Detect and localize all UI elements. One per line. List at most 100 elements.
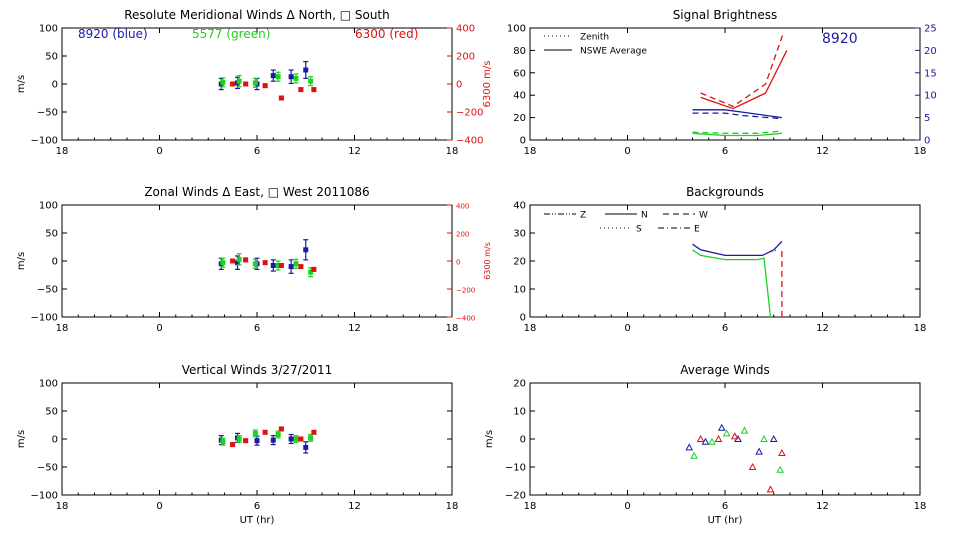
x-tick-label: 12	[348, 501, 361, 512]
y-tick-label: 10	[513, 407, 526, 418]
y-tick-label: −100	[31, 136, 58, 147]
square-marker	[220, 260, 226, 266]
y-axis-label: m/s	[16, 252, 27, 270]
plot-frame	[529, 27, 921, 141]
y-tick-label: 20	[513, 257, 526, 268]
right-tick-label: 0	[456, 259, 460, 267]
square-marker	[230, 258, 236, 264]
right-tick-label: −200	[456, 108, 483, 119]
square-marker	[298, 87, 304, 93]
y-tick-label: 20	[513, 113, 526, 124]
square-marker	[311, 429, 317, 435]
square-marker	[254, 438, 260, 444]
y-tick-label: 0	[52, 435, 58, 446]
triangle-marker	[766, 485, 775, 493]
triangle-marker	[760, 434, 768, 442]
y-tick-label: 20	[513, 379, 526, 390]
x-tick-label: 6	[254, 146, 260, 157]
x-tick-label: 18	[524, 146, 537, 157]
series-line-blue	[692, 240, 783, 257]
square-marker	[252, 430, 258, 436]
legend-label: N	[641, 211, 648, 221]
square-marker	[275, 74, 281, 80]
y-tick-label: −50	[37, 285, 58, 296]
triangle-marker	[730, 432, 739, 440]
y-tick-label: 0	[520, 136, 526, 147]
y-tick-label: 0	[520, 435, 526, 446]
right-tick-label: −200	[456, 287, 475, 295]
right-tick-label: 20	[924, 46, 937, 57]
chart-title: Signal Brightness	[673, 8, 778, 22]
square-marker	[252, 261, 258, 267]
square-marker	[275, 432, 281, 438]
panel-vertical: Vertical Winds 3/27/2011 18 0 6 12 18 UT (hr) 1…	[16, 363, 458, 526]
square-marker	[293, 75, 299, 81]
x-tick-label: 18	[56, 146, 69, 157]
x-tick-label: 18	[524, 323, 537, 334]
x-tick-label: 18	[446, 146, 459, 157]
y-axis-label: m/s	[16, 430, 27, 448]
x-tick-label: 18	[914, 323, 927, 334]
right-tick-label: 400	[456, 24, 475, 35]
square-marker	[308, 269, 314, 275]
triangle-marker	[740, 426, 749, 434]
square-marker	[230, 81, 236, 87]
series-line-green	[692, 132, 782, 137]
right-tick-label: 200	[456, 52, 475, 63]
legend-label: W	[699, 211, 708, 221]
triangle-marker	[717, 423, 726, 431]
right-tick-label: −400	[456, 315, 475, 323]
y-tick-label: 100	[39, 24, 58, 35]
square-marker	[236, 78, 242, 84]
y-tick-label: −100	[31, 313, 58, 324]
triangle-marker	[714, 434, 723, 442]
y-tick-label: 0	[520, 313, 526, 324]
y-tick-label: 30	[513, 229, 526, 240]
square-marker	[298, 436, 304, 442]
annotation-red: 6300 (red)	[355, 27, 418, 41]
square-marker	[311, 266, 317, 272]
legend-label: Zenith	[580, 33, 609, 43]
y-tick-label: 0	[52, 257, 58, 268]
annotation-8920: 8920	[822, 31, 858, 47]
panel-meridional: Resolute Meridional Winds Δ North, □ Sou…	[16, 8, 493, 157]
triangle-marker	[690, 451, 698, 459]
x-tick-label: 18	[446, 501, 459, 512]
x-tick-label: 18	[914, 146, 927, 157]
square-marker	[262, 260, 268, 266]
x-tick-label: 0	[624, 146, 630, 157]
x-tick-label: 0	[624, 323, 630, 334]
square-marker	[270, 437, 276, 443]
square-marker	[293, 436, 299, 442]
square-marker	[308, 78, 314, 84]
plot-frame	[529, 204, 921, 318]
chart-title: Average Winds	[680, 363, 770, 377]
legend-label: S	[636, 225, 642, 235]
y-tick-label: 50	[45, 407, 58, 418]
triangle-marker	[708, 437, 716, 445]
x-tick-label: 12	[816, 323, 829, 334]
square-marker	[278, 95, 284, 101]
x-tick-label: 0	[624, 501, 630, 512]
square-marker	[235, 260, 240, 266]
triangle-marker	[722, 429, 731, 437]
panel-zonal: Zonal Winds Δ East, □ West 2011086 18 0 6 12…	[16, 185, 492, 334]
square-marker	[236, 256, 242, 262]
y-tick-label: 40	[513, 91, 526, 102]
right-tick-label: 5	[924, 113, 930, 124]
square-marker	[311, 87, 317, 93]
y-tick-label: 100	[39, 201, 58, 212]
x-tick-label: 6	[722, 146, 728, 157]
y-tick-label: 80	[513, 46, 526, 57]
square-marker	[293, 261, 299, 267]
right-tick-label: −400	[456, 136, 483, 147]
square-marker	[252, 80, 258, 86]
series-line-green	[692, 130, 782, 134]
right-tick-label: 0	[456, 80, 462, 91]
y-tick-label: 100	[507, 24, 526, 35]
x-tick-label: 6	[722, 501, 728, 512]
legend-label: NSWE Average	[580, 47, 647, 57]
y-tick-label: 40	[513, 201, 526, 212]
